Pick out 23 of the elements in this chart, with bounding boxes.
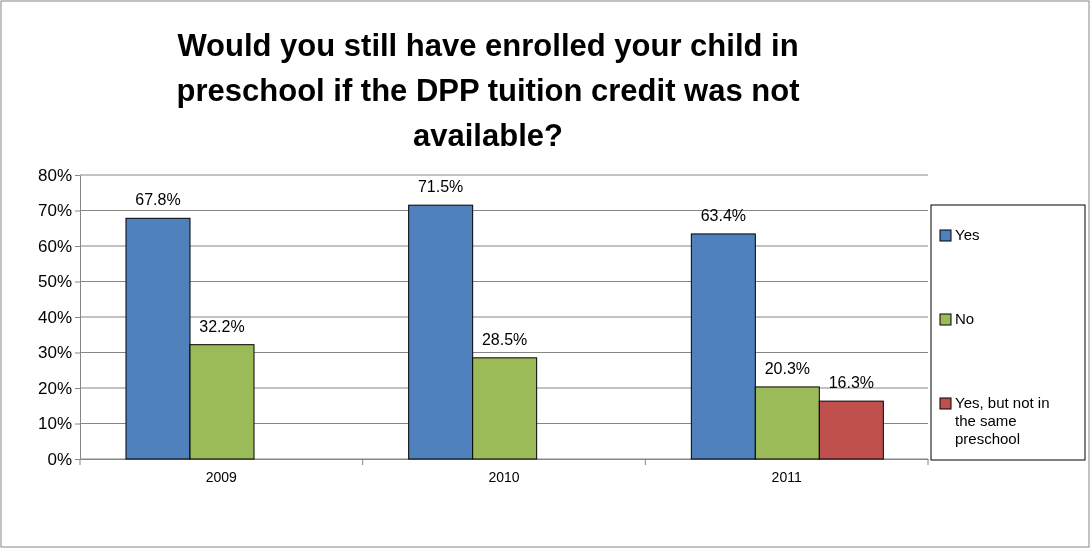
y-tick-label: 30% <box>37 343 72 363</box>
text: 32.2% <box>199 317 245 335</box>
y-tick-label: 20% <box>37 378 72 398</box>
x-tick-label: 2010 <box>488 468 520 485</box>
y-tick-label: 80% <box>37 165 72 185</box>
text: 67.8% <box>135 191 181 209</box>
y-tick-label: 0% <box>47 449 72 469</box>
text: 63.4% <box>700 206 747 224</box>
text: 16.3% <box>828 374 875 392</box>
text: 28.5% <box>481 330 528 348</box>
y-tick-label: 50% <box>37 272 72 292</box>
legend-label: Yes, but not in the same preschool <box>955 394 1050 447</box>
text: 20.3% <box>764 359 811 377</box>
chart-title: Would you still have enrolled your child in preschool if the DPP tuition credit was not available? <box>176 28 800 153</box>
y-tick-label: 60% <box>37 236 72 256</box>
y-tick-label: 40% <box>37 307 72 327</box>
legend-label: Yes <box>955 226 980 243</box>
y-tick-label: 10% <box>37 414 72 434</box>
text: 71.5% <box>417 178 464 196</box>
y-tick-label: 70% <box>37 201 72 221</box>
x-tick-label: 2009 <box>205 468 238 485</box>
x-tick-label: 2011 <box>771 468 802 485</box>
legend-label: No <box>955 310 975 327</box>
